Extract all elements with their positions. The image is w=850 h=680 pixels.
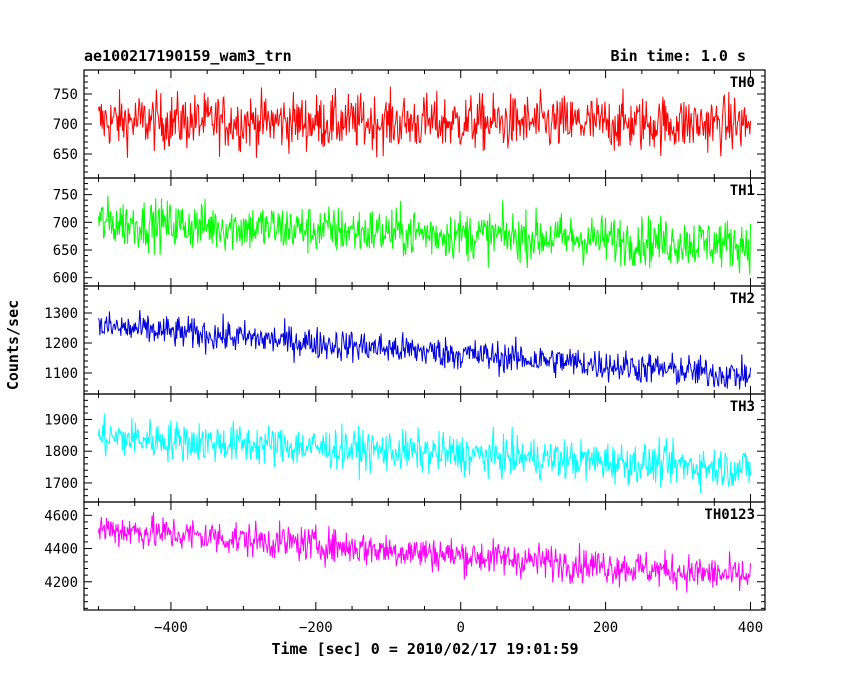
y-tick-label: 650: [53, 243, 78, 259]
x-axis-label: Time [sec] 0 = 2010/02/17 19:01:59: [271, 640, 578, 658]
x-tick-label: 200: [593, 620, 618, 636]
y-tick-label: 1200: [44, 336, 78, 352]
y-tick-label: 1700: [44, 476, 78, 492]
series-line-th0: [98, 86, 751, 158]
y-axis-label: Counts/sec: [4, 300, 22, 390]
y-tick-label: 700: [53, 215, 78, 231]
panel-label-th3: TH3: [730, 399, 755, 415]
series-line-th1: [98, 195, 751, 275]
panel-frame-th2: [83, 285, 766, 395]
series-line-th2: [98, 309, 751, 390]
y-tick-label: 700: [53, 117, 78, 133]
panels-group: TH0 650 700 750 TH1 600 650 700 750 TH2 1100 1200 13…: [44, 69, 766, 636]
x-tick-label: −200: [299, 620, 333, 636]
x-tick-label: −400: [154, 620, 188, 636]
panel-label-th0123: TH0123: [704, 507, 755, 523]
y-tick-label: 4600: [44, 508, 78, 524]
y-tick-label: 650: [53, 147, 78, 163]
x-tick-label: 400: [738, 620, 763, 636]
y-tick-label: 4200: [44, 575, 78, 591]
y-tick-label: 1800: [44, 444, 78, 460]
series-line-th0123: [98, 512, 751, 593]
y-tick-label: 4400: [44, 542, 78, 558]
series-line-th3: [98, 413, 751, 494]
y-tick-label: 1900: [44, 412, 78, 428]
chart-title: ae100217190159_wam3_trn: [84, 47, 292, 65]
panel-label-th0: TH0: [730, 75, 755, 91]
y-tick-label: 1300: [44, 306, 78, 322]
panel-label-th2: TH2: [730, 291, 755, 307]
bin-time-label: Bin time: 1.0 s: [611, 47, 746, 65]
y-tick-label: 600: [53, 271, 78, 287]
panel-label-th1: TH1: [730, 183, 755, 199]
y-tick-label: 1100: [44, 366, 78, 382]
x-tick-label: 0: [457, 620, 465, 636]
y-tick-label: 750: [53, 87, 78, 103]
y-tick-label: 750: [53, 188, 78, 204]
